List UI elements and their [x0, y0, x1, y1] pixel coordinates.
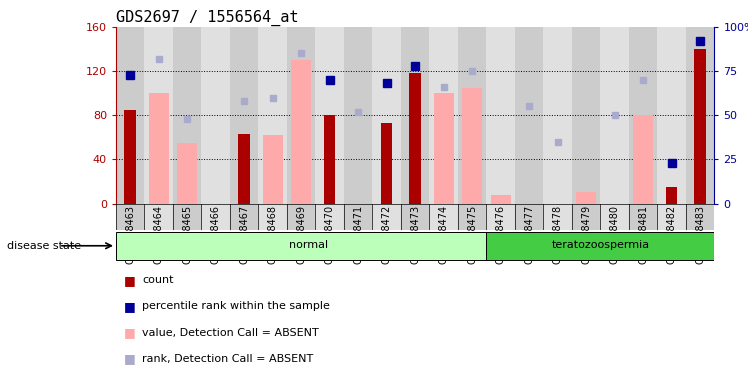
Text: GSM158483: GSM158483 — [695, 205, 705, 264]
Text: teratozoospermia: teratozoospermia — [551, 240, 649, 250]
Text: rank, Detection Call = ABSENT: rank, Detection Call = ABSENT — [142, 354, 313, 364]
Text: GSM158463: GSM158463 — [125, 205, 135, 264]
Bar — [601, 204, 629, 230]
Bar — [486, 204, 515, 230]
Bar — [401, 27, 429, 204]
Text: GSM158473: GSM158473 — [410, 205, 420, 264]
Bar — [373, 204, 401, 230]
Text: GSM158472: GSM158472 — [381, 205, 392, 264]
Bar — [434, 93, 453, 204]
Bar — [258, 204, 287, 230]
Text: normal: normal — [289, 240, 328, 250]
Bar — [201, 27, 230, 204]
Text: GSM158467: GSM158467 — [239, 205, 249, 264]
Bar — [657, 27, 686, 204]
Bar — [543, 27, 572, 204]
Bar — [381, 123, 393, 204]
Text: GSM158469: GSM158469 — [296, 205, 306, 264]
Text: ■: ■ — [123, 300, 135, 313]
Bar — [258, 27, 287, 204]
Text: GSM158466: GSM158466 — [211, 205, 221, 264]
Bar — [572, 204, 601, 230]
Bar — [686, 204, 714, 230]
Text: GSM158476: GSM158476 — [496, 205, 506, 264]
Text: disease state: disease state — [7, 241, 82, 251]
Bar — [124, 110, 136, 204]
Bar — [116, 27, 144, 204]
Bar — [316, 204, 344, 230]
Bar — [462, 88, 482, 204]
Bar — [173, 27, 201, 204]
Bar — [239, 134, 250, 204]
Text: GSM158468: GSM158468 — [268, 205, 278, 264]
Bar — [116, 232, 486, 260]
Text: GSM158464: GSM158464 — [153, 205, 164, 264]
Text: GSM158470: GSM158470 — [325, 205, 334, 264]
Bar — [116, 204, 144, 230]
Text: GSM158479: GSM158479 — [581, 205, 591, 264]
Bar — [144, 204, 173, 230]
Text: GSM158477: GSM158477 — [524, 205, 534, 264]
Text: percentile rank within the sample: percentile rank within the sample — [142, 301, 330, 311]
Text: GSM158474: GSM158474 — [438, 205, 449, 264]
Bar — [686, 27, 714, 204]
Bar — [429, 27, 458, 204]
Bar — [694, 49, 706, 204]
Text: GSM158471: GSM158471 — [353, 205, 363, 264]
Bar — [344, 27, 373, 204]
Text: GSM158480: GSM158480 — [610, 205, 619, 264]
Bar — [201, 204, 230, 230]
Bar — [177, 143, 197, 204]
Text: value, Detection Call = ABSENT: value, Detection Call = ABSENT — [142, 328, 319, 338]
Bar — [373, 27, 401, 204]
Text: GSM158478: GSM158478 — [553, 205, 562, 264]
Bar — [263, 135, 283, 204]
Bar — [486, 232, 714, 260]
Bar — [291, 60, 311, 204]
Text: ■: ■ — [123, 326, 135, 339]
Bar — [572, 27, 601, 204]
Bar — [576, 192, 596, 204]
Text: GSM158465: GSM158465 — [183, 205, 192, 264]
Bar — [401, 204, 429, 230]
Bar — [230, 204, 258, 230]
Bar — [601, 27, 629, 204]
Text: GSM158482: GSM158482 — [666, 205, 677, 264]
Bar — [287, 204, 316, 230]
Bar — [344, 204, 373, 230]
Bar — [409, 73, 421, 204]
Bar — [486, 27, 515, 204]
Bar — [149, 93, 168, 204]
Bar — [543, 204, 572, 230]
Bar — [230, 27, 258, 204]
Bar — [316, 27, 344, 204]
Bar — [633, 115, 653, 204]
Bar — [629, 27, 657, 204]
Bar — [666, 187, 677, 204]
Bar — [324, 115, 335, 204]
Text: GDS2697 / 1556564_at: GDS2697 / 1556564_at — [116, 9, 298, 25]
Bar — [657, 204, 686, 230]
Bar — [491, 195, 511, 204]
Bar — [144, 27, 173, 204]
Bar — [429, 204, 458, 230]
Bar — [515, 204, 543, 230]
Bar — [173, 204, 201, 230]
Bar — [515, 27, 543, 204]
Text: GSM158475: GSM158475 — [468, 205, 477, 264]
Bar — [629, 204, 657, 230]
Text: ■: ■ — [123, 352, 135, 365]
Text: ■: ■ — [123, 274, 135, 287]
Text: count: count — [142, 275, 174, 285]
Bar — [458, 204, 486, 230]
Text: GSM158481: GSM158481 — [638, 205, 648, 264]
Bar — [287, 27, 316, 204]
Bar — [458, 27, 486, 204]
